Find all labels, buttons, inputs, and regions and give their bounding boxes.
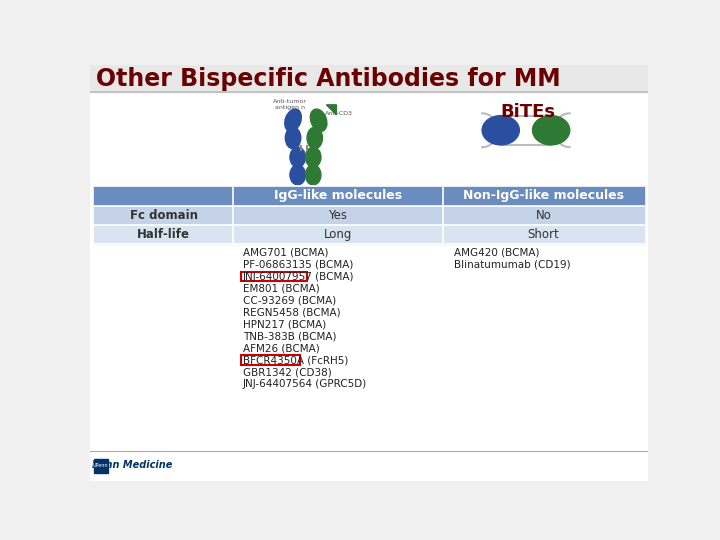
Bar — [94, 459, 108, 473]
Text: JNJ-64007957 (BCMA): JNJ-64007957 (BCMA) — [243, 272, 354, 281]
Ellipse shape — [284, 109, 302, 131]
Text: Other Bispecific Antibodies for MM: Other Bispecific Antibodies for MM — [96, 66, 561, 91]
Text: EM801 (BCMA): EM801 (BCMA) — [243, 284, 320, 293]
Text: TNB-383B (BCMA): TNB-383B (BCMA) — [243, 331, 336, 341]
Text: Half-life: Half-life — [137, 228, 190, 241]
Text: Anti-tumor
antigen n: Anti-tumor antigen n — [273, 99, 307, 110]
Polygon shape — [326, 105, 336, 115]
Ellipse shape — [285, 127, 301, 148]
Text: BFCR4350A (FcRH5): BFCR4350A (FcRH5) — [243, 355, 348, 365]
Text: Non-IgG-like molecules: Non-IgG-like molecules — [463, 189, 624, 202]
Text: No: No — [536, 209, 552, 222]
Bar — [94, 206, 644, 225]
Text: CC-93269 (BCMA): CC-93269 (BCMA) — [243, 295, 336, 306]
Text: Anti-CD3: Anti-CD3 — [325, 111, 353, 116]
Ellipse shape — [482, 116, 519, 145]
Text: UPenn: UPenn — [93, 463, 109, 469]
Text: PF-06863135 (BCMA): PF-06863135 (BCMA) — [243, 260, 353, 269]
Ellipse shape — [290, 165, 305, 185]
Ellipse shape — [310, 109, 327, 131]
Text: Short: Short — [528, 228, 559, 241]
Text: Blinatumumab (CD19): Blinatumumab (CD19) — [454, 260, 571, 269]
Ellipse shape — [307, 127, 323, 148]
Text: AMG420 (BCMA): AMG420 (BCMA) — [454, 248, 540, 258]
Bar — [90, 65, 648, 92]
Text: BiTEs: BiTEs — [500, 103, 555, 122]
Text: REGN5458 (BCMA): REGN5458 (BCMA) — [243, 307, 341, 318]
Text: Penn Medicine: Penn Medicine — [92, 460, 173, 470]
Text: HPN217 (BCMA): HPN217 (BCMA) — [243, 319, 326, 329]
Ellipse shape — [305, 165, 321, 185]
Ellipse shape — [290, 147, 305, 167]
Ellipse shape — [533, 116, 570, 145]
Bar — [94, 186, 644, 206]
Text: Yes: Yes — [328, 209, 348, 222]
Ellipse shape — [305, 147, 321, 167]
Text: Fc domain: Fc domain — [130, 209, 197, 222]
Text: GBR1342 (CD38): GBR1342 (CD38) — [243, 367, 331, 377]
Text: IgG-like molecules: IgG-like molecules — [274, 189, 402, 202]
Text: AFM26 (BCMA): AFM26 (BCMA) — [243, 343, 320, 353]
Text: AMG701 (BCMA): AMG701 (BCMA) — [243, 248, 328, 258]
Text: JNJ-64407564 (GPRC5D): JNJ-64407564 (GPRC5D) — [243, 379, 367, 389]
Text: Long: Long — [324, 228, 352, 241]
Bar — [94, 225, 644, 244]
